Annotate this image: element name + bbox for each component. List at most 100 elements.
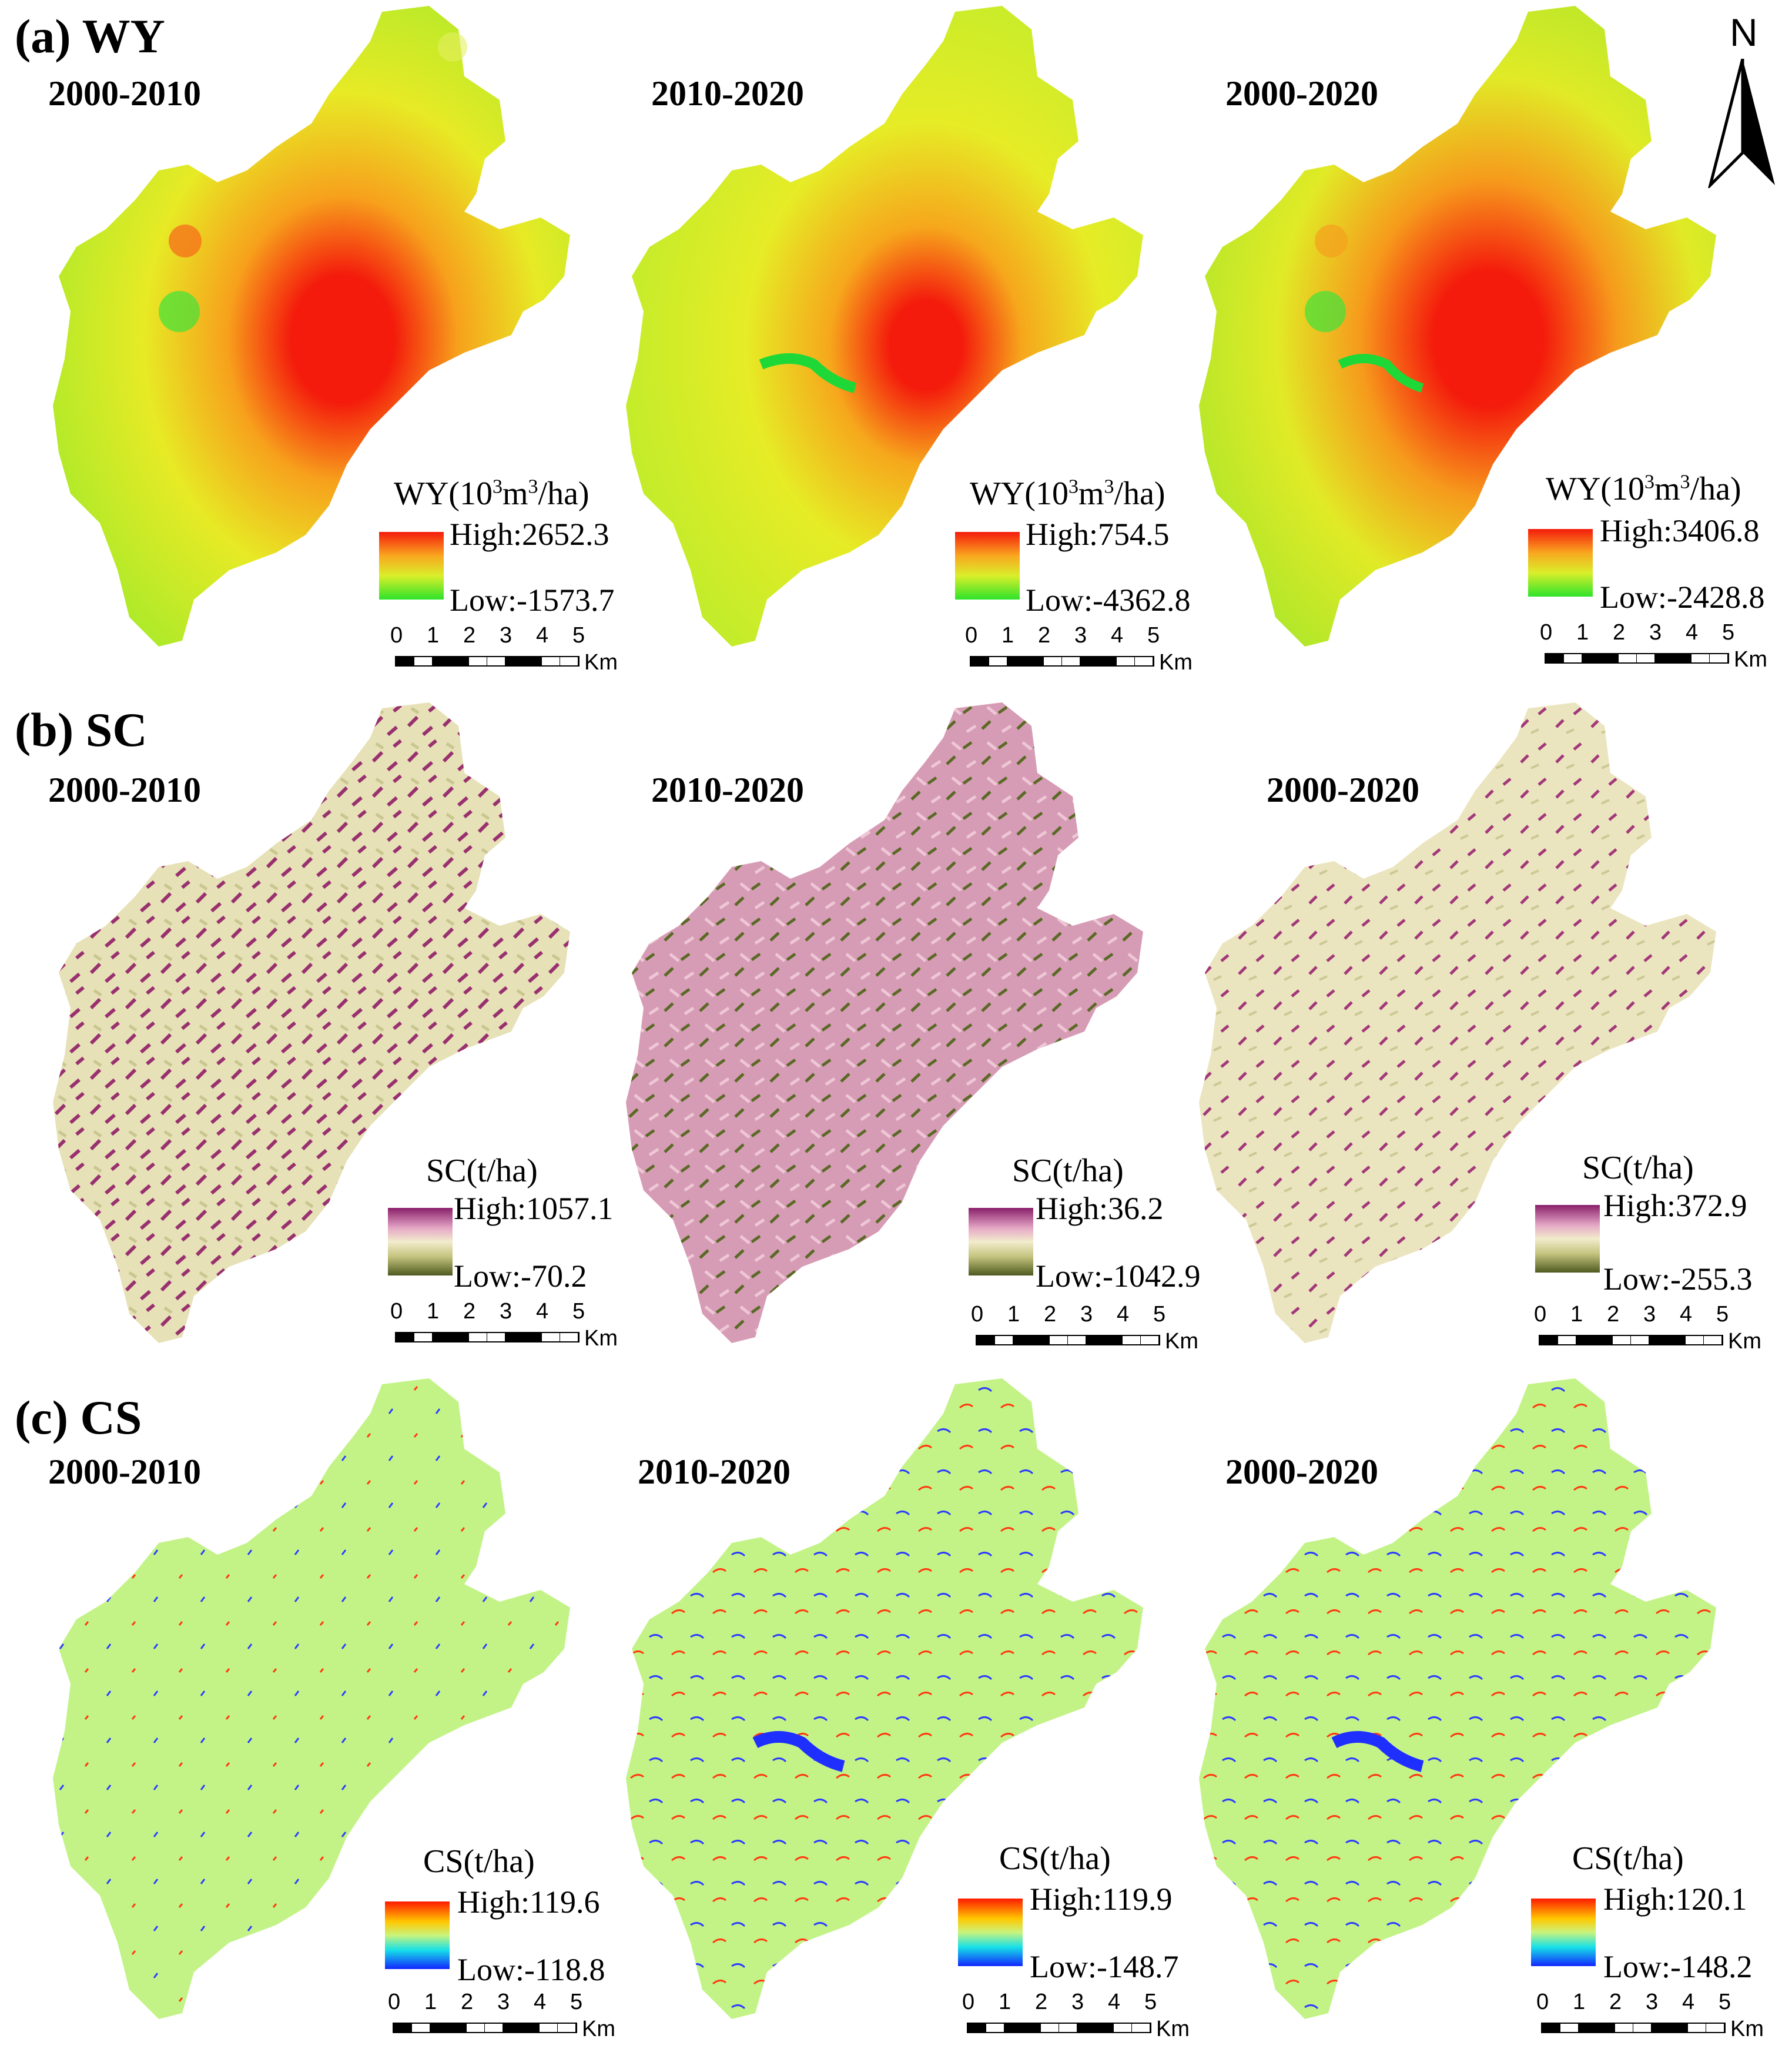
scale-tick-label: 4 (1682, 1990, 1695, 2014)
scale-tick-label: 2 (1609, 1990, 1622, 2014)
scale-unit: Km (1165, 1329, 1198, 1354)
north-arrow: N (1707, 11, 1778, 188)
legend-low: Low:-1042.9 (1036, 1258, 1201, 1294)
legend-high: High:1057.1 (454, 1191, 614, 1226)
scale-bar: 0 1 2 3 4 5 Km (390, 1299, 642, 1358)
scale-tick-label: 1 (427, 1299, 440, 1324)
cs-map-2000-2010 (53, 1378, 570, 2019)
legend-title-sup: 3 (1644, 471, 1654, 493)
scale-unit: Km (1734, 647, 1767, 672)
scale-bar-segments (970, 656, 1154, 667)
scale-unit: Km (1728, 1329, 1761, 1354)
sc-map-2010-2020 (626, 702, 1143, 1343)
sc-map-2000-2010 (53, 702, 570, 1343)
scale-tick-label: 5 (1719, 1990, 1731, 2014)
legend-title-sup: 3 (528, 476, 538, 498)
scale-unit: Km (1159, 650, 1193, 675)
scale-bar-segments (1541, 2023, 1726, 2033)
section-label-cs: (c) CS (15, 1391, 142, 1444)
legend-title-wy: WY(103m3/ha) (1546, 470, 1741, 508)
legend-ramp (958, 1899, 1023, 1966)
scale-tick-label: 4 (534, 1990, 547, 2014)
scale-tick-label: 2 (1038, 623, 1051, 648)
legend-high: High:3406.8 (1600, 513, 1760, 548)
period-label: 2010-2020 (651, 74, 804, 113)
legend-low: Low:-70.2 (454, 1258, 587, 1294)
scale-bar-segments (1545, 653, 1729, 664)
scale-tick-label: 1 (1576, 620, 1589, 645)
wy-map-2000-2020 (1199, 6, 1716, 647)
scale-tick-label: 3 (500, 1299, 513, 1324)
scale-unit: Km (584, 1326, 618, 1351)
legend-ramp (388, 1208, 453, 1275)
wy-map-2010-2020 (626, 6, 1143, 647)
legend-title-suffix: /ha) (538, 476, 589, 512)
scale-tick-label: 0 (390, 1299, 403, 1324)
legend-title-sup: 3 (492, 476, 503, 498)
legend-title-sup: 3 (1104, 476, 1114, 498)
period-label: 2010-2020 (638, 1452, 791, 1491)
north-arrow-icon (1708, 59, 1775, 188)
scale-tick-label: 0 (1534, 1302, 1547, 1327)
scale-tick-label: 1 (999, 1990, 1011, 2014)
legend-title-cs: CS(t/ha) (999, 1840, 1111, 1877)
legend-low: Low:-4362.8 (1026, 582, 1191, 618)
legend-ramp (969, 1208, 1033, 1275)
legend-high: High:754.5 (1026, 517, 1170, 552)
scale-bar: 0 1 2 3 4 5 Km (390, 623, 642, 682)
scale-tick-label: 0 (1540, 620, 1553, 645)
scale-bar: 0 1 2 3 4 5 Km (971, 1302, 1222, 1361)
legend-high: High:119.6 (457, 1884, 600, 1920)
scale-unit: Km (1156, 2017, 1190, 2041)
scale-tick-label: 5 (1144, 1990, 1157, 2014)
wy-map-2000-2010 (53, 6, 570, 647)
legend-title-mid: m (502, 476, 528, 512)
scale-tick-label: 2 (461, 1990, 474, 2014)
scale-bar: 0 1 2 3 4 5 Km (962, 1990, 1214, 2048)
legend-ramp (1528, 529, 1593, 597)
legend-ramp (1535, 1205, 1600, 1273)
scale-tick-label: 4 (536, 1299, 549, 1324)
legend-title-prefix: WY(10 (1546, 471, 1644, 507)
legend-high: High:372.9 (1603, 1188, 1747, 1223)
scale-tick-label: 3 (1646, 1990, 1659, 2014)
legend-title-mid: m (1654, 471, 1680, 507)
legend-title-prefix: WY(10 (394, 476, 493, 512)
scale-tick-label: 4 (536, 623, 549, 648)
scale-bar: 0 1 2 3 4 5 Km (388, 1990, 639, 2048)
scale-tick-label: 2 (463, 623, 476, 648)
scale-tick-label: 4 (1686, 620, 1699, 645)
cs-map-2010-2020 (626, 1378, 1143, 2019)
legend-low: Low:-118.8 (457, 1952, 605, 1987)
scale-bar-segments (1539, 1335, 1723, 1345)
legend-title-sc: SC(t/ha) (1012, 1153, 1124, 1189)
sc-map-2000-2020 (1199, 702, 1716, 1343)
scale-tick-label: 1 (1573, 1990, 1586, 2014)
scale-tick-label: 3 (1080, 1302, 1093, 1327)
scale-tick-label: 2 (1035, 1990, 1048, 2014)
period-label: 2000-2010 (48, 74, 201, 113)
scale-bar-segments (395, 656, 580, 667)
scale-bar-segments (967, 2023, 1151, 2033)
scale-bar: 0 1 2 3 4 5 Km (1534, 1302, 1786, 1361)
legend-low: Low:-1573.7 (450, 582, 615, 618)
scale-tick-label: 0 (962, 1990, 975, 2014)
legend-title-wy: WY(103m3/ha) (970, 475, 1165, 513)
scale-tick-label: 3 (1649, 620, 1662, 645)
section-label-wy: (a) WY (15, 9, 165, 63)
scale-tick-label: 0 (1536, 1990, 1549, 2014)
scale-bar: 0 1 2 3 4 5 Km (965, 623, 1217, 682)
period-label: 2000-2020 (1225, 1452, 1378, 1491)
legend-low: Low:-255.3 (1603, 1261, 1753, 1297)
legend-ramp (1531, 1899, 1596, 1966)
scale-tick-label: 5 (1716, 1302, 1729, 1327)
legend-title-suffix: /ha) (1114, 476, 1165, 512)
scale-bar: 0 1 2 3 4 5 Km (1540, 620, 1791, 679)
legend-title-sup: 3 (1068, 476, 1078, 498)
legend-title-cs: CS(t/ha) (423, 1843, 535, 1880)
period-label: 2010-2020 (651, 771, 804, 809)
scale-tick-label: 1 (1007, 1302, 1020, 1327)
legend-title-sc: SC(t/ha) (1582, 1150, 1694, 1186)
legend-title-sc: SC(t/ha) (426, 1153, 538, 1189)
scale-bar: 0 1 2 3 4 5 Km (1536, 1990, 1788, 2048)
